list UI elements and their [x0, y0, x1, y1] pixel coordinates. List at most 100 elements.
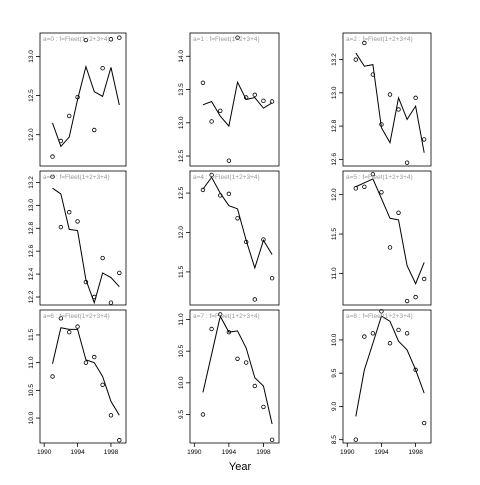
x-tick-label: 1994: [222, 449, 237, 456]
panel-8: 8.5 9.0 9.5 10.0 1990 1994 1998 a=8 : f=Fleet(1…: [331, 309, 432, 456]
fitted-line: [202, 314, 273, 425]
panel-label: a=5 : f=Fleet(1+2+3+4): [346, 174, 413, 181]
panel-6: 12.6 12.8 13.0 13.2 a=2 : f=Fleet(1+2+3+4): [331, 32, 432, 167]
observed-point: [218, 108, 223, 114]
observed-point: [92, 354, 97, 360]
observed-point: [269, 99, 275, 104]
observed-point: [226, 158, 232, 163]
y-tick-label: 12.0: [178, 226, 185, 239]
y-tick-label: 12.8: [331, 119, 338, 132]
observed-point: [269, 276, 275, 281]
y-tick-label: 10.5: [178, 344, 185, 357]
observed-point: [108, 37, 114, 42]
observed-point: [261, 404, 266, 410]
panel-label: a=3 : f=Fleet(1+2+3+4): [43, 174, 110, 181]
fitted-line: [52, 327, 120, 416]
observed-point: [226, 329, 232, 335]
observed-point: [209, 119, 214, 124]
observed-point: [362, 40, 367, 46]
fitted-line: [355, 315, 425, 417]
y-tick-label: 11.0: [331, 267, 338, 280]
observed-point: [362, 184, 367, 189]
y-tick-label: 13.0: [178, 116, 185, 129]
observed-point: [218, 312, 223, 317]
observed-point: [117, 35, 122, 40]
observed-point: [353, 57, 359, 62]
observed-point: [50, 174, 55, 179]
fitted-line: [52, 64, 120, 148]
observed-point: [252, 383, 258, 389]
x-tick-label: 1998: [408, 449, 423, 456]
panel-label: a=0 : f=Fleet(1+2+3+4): [43, 36, 110, 43]
observed-point: [379, 122, 384, 127]
y-tick-label: 11.5: [331, 228, 338, 241]
observed-point: [226, 191, 232, 197]
panel-3: 12.5 13.0 13.5 14.0 a=1 : f=Fleet(1+2+3+4): [178, 32, 280, 167]
fitted-line: [52, 187, 120, 305]
panel-frame: [189, 309, 280, 444]
x-tick-label: 1990: [340, 449, 355, 456]
y-tick-label: 14.0: [178, 50, 185, 63]
y-tick-label: 12.6: [331, 153, 338, 166]
observed-point: [75, 94, 80, 100]
observed-point: [200, 187, 206, 193]
y-tick-label: 13.2: [331, 53, 338, 66]
panel-frame: [342, 32, 432, 167]
y-tick-label: 10.5: [28, 384, 35, 397]
y-tick-label: 12.5: [28, 89, 35, 102]
observed-point: [396, 327, 401, 333]
y-tick-label: 9.5: [178, 410, 185, 419]
observed-point: [83, 360, 89, 365]
observed-point: [370, 72, 376, 77]
y-tick-label: 13.0: [28, 50, 35, 63]
panel-label: a=1 : f=Fleet(1+2+3+4): [193, 36, 260, 43]
panel-1: 12.2 12.4 12.6 12.8 13.0 13.2 a=3 : f=Fleet(1+…: [28, 170, 127, 306]
observed-point: [67, 210, 72, 215]
observed-point: [92, 294, 97, 300]
y-tick-label: 12.6: [28, 244, 35, 257]
observed-point: [252, 297, 258, 302]
panel-label: a=7 : f=Fleet(1+2+3+4): [193, 313, 260, 320]
observed-point: [117, 438, 122, 443]
fitted-line: [355, 52, 425, 153]
panel-5: 9.5 10.0 10.5 11.0 1990 1994 1998 a=7 : f=Fleet…: [178, 309, 280, 456]
y-tick-label: 12.0: [331, 188, 338, 201]
observed-point: [362, 334, 367, 339]
observed-point: [83, 37, 89, 43]
observed-point: [413, 294, 418, 300]
observed-point: [75, 219, 80, 224]
y-tick-label: 12.0: [28, 128, 35, 141]
y-tick-label: 13.0: [331, 86, 338, 99]
observed-point: [243, 239, 249, 245]
panel-0: 12.0 12.5 13.0 a=0 : f=Fleet(1+2+3+4): [28, 32, 127, 167]
y-tick-label: 12.2: [28, 290, 35, 303]
observed-point: [404, 298, 410, 304]
y-tick-label: 13.5: [178, 83, 185, 96]
observed-point: [252, 92, 258, 98]
x-tick-label: 1994: [374, 449, 389, 456]
panel-frame: [342, 170, 432, 306]
observed-point: [421, 137, 427, 142]
observed-point: [387, 341, 393, 346]
observed-point: [370, 331, 376, 336]
observed-point: [235, 216, 240, 221]
observed-point: [235, 35, 240, 40]
fitted-line: [355, 178, 425, 285]
observed-point: [243, 95, 249, 100]
observed-point: [261, 98, 266, 104]
y-tick-label: 11.0: [178, 313, 185, 326]
observed-point: [353, 186, 359, 191]
observed-point: [243, 360, 249, 365]
observed-point: [404, 160, 410, 165]
fitted-line: [202, 80, 273, 128]
y-tick-label: 12.4: [28, 267, 35, 280]
panel-frame: [39, 32, 127, 167]
observed-point: [92, 127, 97, 133]
observed-point: [413, 95, 418, 101]
y-tick-label: 13.0: [28, 199, 35, 212]
observed-point: [108, 413, 114, 418]
observed-point: [370, 171, 376, 177]
observed-point: [83, 279, 89, 285]
y-tick-label: 13.2: [28, 176, 35, 189]
panel-label: a=4 : f=Fleet(1+2+3+4): [193, 174, 260, 181]
